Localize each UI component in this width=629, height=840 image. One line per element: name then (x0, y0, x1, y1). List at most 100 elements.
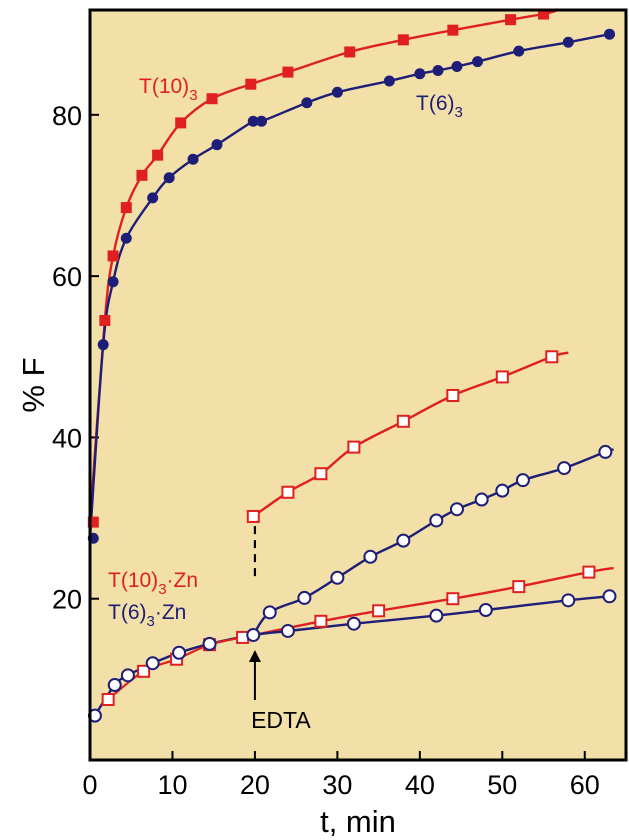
series-label: T(10)3·Zn (108, 569, 198, 598)
data-point (495, 483, 510, 498)
data-point (478, 603, 493, 617)
data-point (396, 414, 410, 428)
data-point (344, 46, 356, 58)
y-axis-label: % F (16, 357, 51, 412)
series-label-tail: ·Zn (167, 569, 199, 592)
data-point (107, 678, 122, 692)
series-markers (87, 8, 617, 723)
x-tick-label: 10 (157, 770, 187, 800)
x-tick-label: 30 (322, 770, 352, 800)
y-tick-label: 40 (52, 423, 82, 453)
data-point (347, 440, 361, 454)
data-point (513, 45, 525, 57)
data-point (136, 169, 148, 181)
data-point (396, 533, 411, 548)
data-point (147, 192, 159, 204)
data-point (247, 115, 259, 127)
data-point (414, 68, 426, 80)
data-point (449, 502, 464, 517)
data-point (172, 645, 187, 660)
data-point (515, 473, 530, 488)
series-label-subscript: 3 (455, 104, 463, 121)
data-point (120, 232, 132, 244)
data-point (101, 693, 115, 707)
data-point (107, 250, 119, 262)
series-labels: T(10)3 T(6)3T(10)3·ZnT(6)3·Zn (108, 75, 463, 630)
data-point (245, 78, 257, 90)
series-label-main: T(6) (108, 601, 147, 624)
data-point (446, 388, 460, 402)
data-point (602, 589, 617, 604)
data-point (281, 485, 295, 499)
data-point (505, 14, 517, 26)
data-point (236, 630, 250, 644)
data-point (429, 608, 444, 623)
data-point (474, 492, 489, 507)
data-point (301, 97, 313, 109)
data-point (598, 444, 613, 459)
data-point (429, 513, 444, 528)
series-label-main: T(10) (108, 569, 158, 592)
plot-area (90, 10, 626, 760)
data-point (99, 314, 111, 326)
data-point (202, 636, 217, 651)
data-point (545, 350, 559, 364)
data-point (331, 86, 343, 98)
series-label-subscript: 3 (158, 581, 166, 598)
data-point (561, 593, 576, 608)
data-point (297, 590, 312, 605)
data-point (447, 24, 459, 36)
x-tick-label: 60 (570, 770, 600, 800)
edta-label: EDTA (251, 707, 311, 733)
series-label-main: T(6) (416, 92, 455, 115)
data-point (187, 153, 199, 165)
x-tick-label: 0 (82, 770, 97, 800)
x-tick-label: 40 (405, 770, 435, 800)
data-point (604, 28, 616, 40)
data-point (97, 339, 109, 351)
data-point (330, 570, 345, 585)
data-point (262, 605, 277, 620)
data-point (137, 664, 151, 678)
series-label-subscript: 3 (147, 613, 155, 630)
data-point (372, 604, 386, 618)
data-point (472, 56, 484, 68)
x-tick-label: 20 (240, 770, 270, 800)
data-point (314, 467, 328, 481)
data-point (582, 565, 596, 579)
data-point (512, 580, 526, 594)
data-point (282, 66, 294, 78)
data-point (246, 509, 260, 523)
plot-frame (88, 8, 628, 762)
x-tick-label: 50 (487, 770, 517, 800)
edta-annotation: EDTA (248, 526, 311, 733)
data-point (280, 623, 295, 638)
y-tick-label: 80 (52, 101, 82, 131)
y-tick-label: 20 (52, 585, 82, 615)
data-point (314, 614, 328, 628)
data-point (538, 8, 550, 20)
data-point (206, 93, 218, 105)
series-label-subscript: 3 (189, 87, 197, 104)
data-point (107, 276, 119, 288)
data-point (397, 34, 409, 46)
data-point (120, 202, 132, 214)
data-point (562, 36, 574, 48)
data-point (383, 75, 395, 87)
data-point (163, 172, 175, 184)
y-tick-label: 60 (52, 262, 82, 292)
data-point (451, 60, 463, 72)
data-point (495, 370, 509, 384)
series-label-main: T(10) (139, 75, 189, 98)
series-label: T(6)3 (416, 92, 463, 121)
data-point (87, 516, 99, 528)
data-point (211, 139, 223, 151)
data-point (175, 117, 187, 129)
series-label: T(6)3·Zn (108, 601, 186, 630)
data-point (346, 616, 361, 631)
data-point (446, 592, 460, 606)
series-label: T(10)3 (139, 75, 198, 104)
edta-arrow-head (248, 650, 261, 662)
series-label-tail: ·Zn (155, 601, 187, 624)
